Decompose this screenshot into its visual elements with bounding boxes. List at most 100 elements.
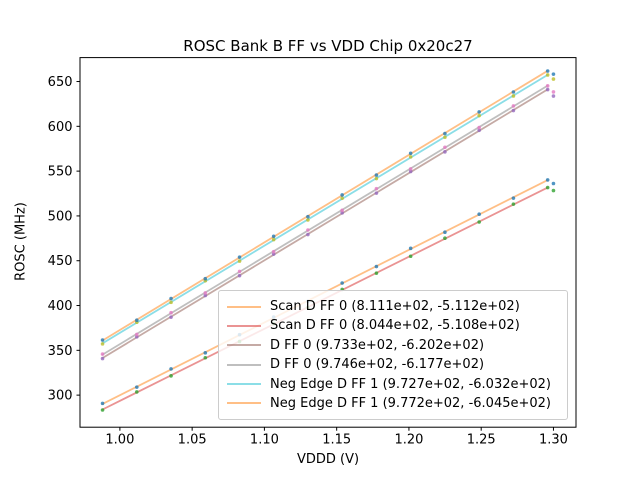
data-point-s3: [134, 332, 139, 337]
data-point-s3: [100, 352, 105, 356]
data-point-s4: [443, 135, 447, 140]
legend-item-label: Scan D FF 0 (8.044e+02, -5.108e+02): [270, 318, 520, 334]
data-point-s2: [443, 150, 447, 154]
legend-item-label: D FF 0 (9.733e+02, -6.202e+02): [270, 337, 485, 353]
data-point-s3: [237, 269, 242, 274]
x-tick-label: 1.05: [178, 433, 207, 448]
y-tick-label: 600: [48, 120, 73, 135]
data-point-s4: [477, 113, 481, 118]
data-point-s1: [545, 185, 550, 190]
data-point-s3: [306, 228, 310, 232]
legend-item-label: Neg Edge D FF 1 (9.772e+02, -6.045e+02): [270, 395, 551, 411]
data-point-s1: [100, 408, 105, 412]
legend-item: Scan D FF 0 (8.111e+02, -5.112e+02): [227, 297, 563, 316]
fit-line-5: [101, 69, 549, 342]
legend-line-swatch: [227, 324, 261, 327]
data-point-s2: [408, 169, 413, 174]
data-point-s5: [545, 69, 550, 73]
legend-item-label: Scan D FF 0 (8.111e+02, -5.112e+02): [270, 299, 520, 314]
legend-line-swatch: [227, 383, 261, 386]
data-point-s5: [100, 338, 105, 342]
y-tick-label: 550: [48, 165, 73, 180]
data-point-s2: [169, 315, 173, 319]
data-point-s2: [271, 252, 276, 256]
data-point-s2: [545, 87, 550, 92]
fit-line-2: [101, 88, 549, 359]
y-tick-label: 400: [48, 299, 73, 314]
data-point-s1: [511, 202, 516, 206]
data-point-s2: [511, 108, 516, 113]
legend-line-swatch: [227, 402, 261, 405]
axes-frame: [79, 57, 577, 428]
data-point-s0: [545, 178, 550, 182]
x-tick-label: 1.15: [322, 433, 351, 448]
x-tick-label: 1.10: [250, 433, 279, 448]
data-point-s3: [545, 84, 550, 88]
data-point-s3: [374, 186, 379, 191]
data-point-s3: [169, 310, 173, 315]
data-point-s3: [203, 291, 208, 295]
data-point-s1: [169, 374, 173, 378]
data-point-s5: [443, 131, 447, 136]
data-point-s2: [340, 211, 344, 215]
data-point-s0: [408, 246, 413, 251]
data-point-s4: [340, 196, 344, 201]
y-tick-label: 500: [48, 209, 73, 224]
data-point-s3: [511, 104, 516, 108]
x-tick-label: 1.20: [394, 433, 423, 448]
data-point-s0: [551, 181, 556, 186]
data-point-s4: [100, 342, 105, 346]
data-point-s5: [408, 151, 413, 156]
y-tick-label: 300: [48, 389, 73, 404]
data-point-s4: [374, 176, 379, 181]
data-point-s5: [551, 72, 556, 76]
data-point-s5: [237, 255, 242, 259]
data-point-s2: [374, 191, 379, 195]
legend-item: D FF 0 (9.733e+02, -6.202e+02): [227, 336, 563, 355]
data-point-s5: [134, 318, 139, 323]
data-point-s3: [477, 125, 481, 130]
legend-line-swatch: [227, 305, 261, 308]
data-point-s2: [306, 232, 310, 237]
data-point-s0: [169, 367, 173, 371]
data-point-s1: [374, 271, 379, 275]
x-axis-label: VDDD (V): [296, 452, 360, 467]
data-point-s2: [203, 293, 208, 298]
legend-item-label: D FF 0 (9.746e+02, -6.177e+02): [270, 357, 485, 373]
data-point-s2: [477, 128, 481, 133]
legend-line-swatch: [227, 344, 261, 347]
data-point-s2: [237, 273, 242, 278]
data-point-s3: [408, 167, 413, 171]
data-point-s0: [203, 351, 208, 355]
data-point-s4: [545, 73, 550, 77]
data-point-s3: [551, 90, 556, 94]
data-point-s1: [443, 236, 447, 241]
data-point-s3: [443, 145, 447, 150]
data-point-s2: [134, 335, 139, 339]
y-tick-label: 650: [48, 75, 73, 90]
data-point-s4: [271, 237, 276, 242]
fit-line-3: [101, 84, 549, 356]
legend-line-swatch: [227, 363, 261, 366]
data-point-s4: [551, 77, 556, 81]
data-point-s2: [551, 94, 556, 98]
data-point-s3: [271, 249, 276, 254]
data-point-s5: [306, 214, 310, 219]
data-point-s0: [100, 401, 105, 406]
x-tick-label: 1.25: [467, 433, 496, 448]
legend-item: Neg Edge D FF 1 (9.772e+02, -6.045e+02): [227, 394, 563, 413]
data-point-s1: [551, 188, 556, 193]
data-point-s1: [408, 254, 413, 259]
y-tick-label: 450: [48, 254, 73, 269]
data-point-s1: [134, 390, 139, 394]
data-point-s2: [100, 356, 105, 361]
data-point-s5: [340, 193, 344, 197]
legend: Scan D FF 0 (8.111e+02, -5.112e+02) Scan…: [218, 290, 568, 420]
legend-item: D FF 0 (9.746e+02, -6.177e+02): [227, 355, 563, 374]
data-point-s0: [443, 230, 447, 235]
data-point-s4: [169, 300, 173, 305]
legend-item-label: Neg Edge D FF 1 (9.727e+02, -6.032e+02): [270, 376, 551, 392]
x-tick-label: 1.00: [105, 433, 134, 448]
data-point-s3: [340, 208, 344, 213]
